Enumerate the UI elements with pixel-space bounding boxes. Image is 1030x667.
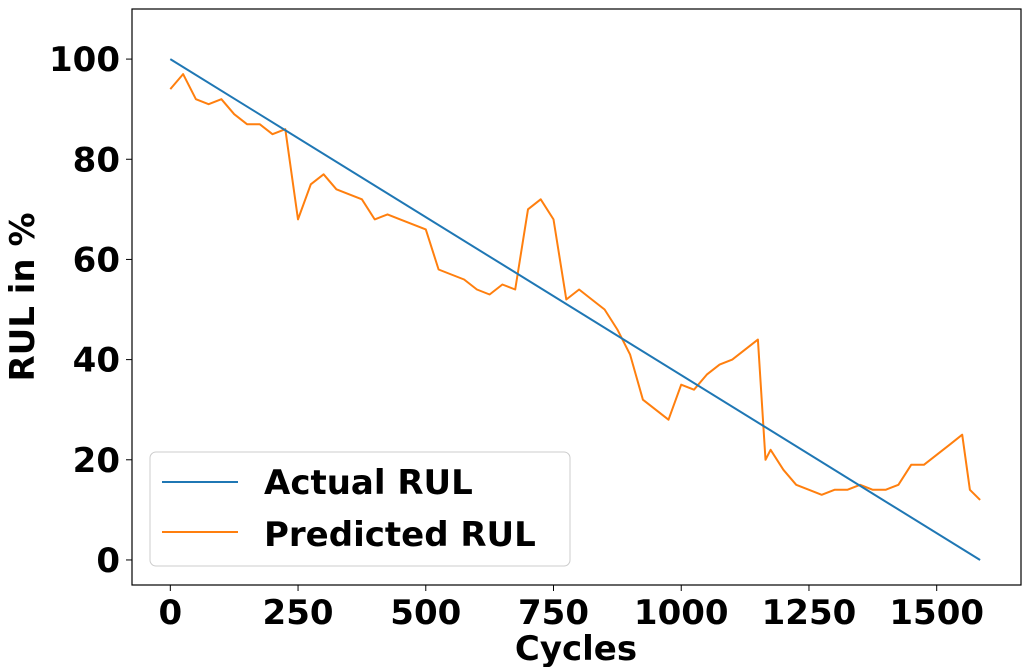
series-line-predicted [169, 73, 981, 501]
legend-label-actual: Actual RUL [264, 463, 473, 503]
x-tick-label: 250 [263, 593, 334, 633]
y-tick-label: 60 [73, 240, 120, 280]
x-axis-title: Cycles [515, 629, 637, 667]
x-tick-label: 0 [158, 593, 182, 633]
legend: Actual RUL Predicted RUL [149, 451, 571, 567]
x-tick-label: 1000 [634, 593, 729, 633]
y-axis-ticks: 0 20 40 60 80 100 [49, 40, 132, 581]
x-tick-label: 1250 [762, 593, 857, 633]
x-axis-ticks: 0 250 500 750 1000 1250 1500 [158, 585, 984, 633]
series-line-actual [169, 58, 981, 561]
series-layer [169, 58, 981, 561]
y-tick-label: 20 [73, 441, 120, 481]
y-tick-label: 80 [73, 140, 120, 180]
x-tick-label: 500 [390, 593, 461, 633]
y-tick-label: 40 [73, 341, 120, 381]
legend-frame [149, 451, 571, 567]
y-axis-title: RUL in % [3, 212, 43, 381]
y-tick-label: 100 [49, 40, 120, 80]
x-tick-label: 1500 [889, 593, 984, 633]
y-tick-label: 0 [96, 541, 120, 581]
x-tick-label: 750 [518, 593, 589, 633]
legend-label-predicted: Predicted RUL [264, 515, 536, 555]
